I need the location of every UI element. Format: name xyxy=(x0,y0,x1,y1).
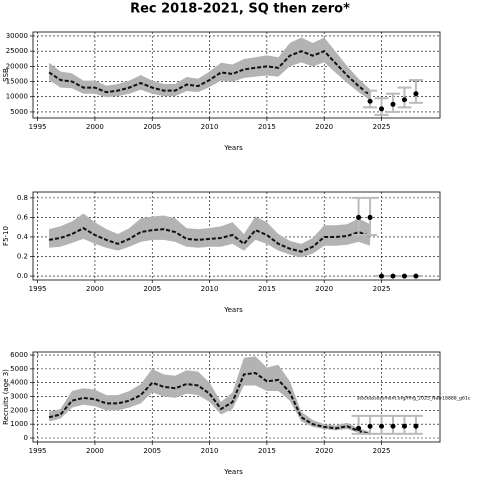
plot-frame xyxy=(32,351,441,443)
y-tick-label: 15000 xyxy=(6,78,28,86)
y-tick-label: 25000 xyxy=(6,47,28,55)
x-tick-label: 2000 xyxy=(86,123,104,131)
x-tick-label: 1995 xyxy=(29,285,47,293)
y-tick-label: 20000 xyxy=(6,62,28,70)
y-tick-label: 1000 xyxy=(10,420,28,428)
forecast-point xyxy=(356,214,362,220)
plot-frame xyxy=(32,191,441,281)
x-tick-label: 2005 xyxy=(143,123,161,131)
figure-title: Rec 2018-2021, SQ then zero* xyxy=(130,2,350,17)
x-tick-label: 2010 xyxy=(201,285,219,293)
y-tick-label: 0.0 xyxy=(17,272,28,280)
y-tick-label: 6000 xyxy=(10,351,28,359)
x-tick-label: 2000 xyxy=(86,447,104,455)
confidence-band xyxy=(49,213,371,258)
x-tick-label: 2020 xyxy=(315,123,333,131)
x-tick-label: 2010 xyxy=(201,447,219,455)
y-axis-label: SSB xyxy=(2,68,10,82)
confidence-band xyxy=(49,356,371,436)
forecast-point xyxy=(390,101,396,107)
estimate-line xyxy=(48,371,371,435)
annotation: stockassessment.org/fmg_2025_Natr18888_g… xyxy=(357,395,471,401)
forecast-point xyxy=(413,423,419,429)
y-tick-label: 0.4 xyxy=(17,233,29,241)
y-tick-label: 2000 xyxy=(10,406,28,414)
confidence-band xyxy=(49,37,371,101)
x-tick-label: 2020 xyxy=(315,447,333,455)
y-tick-label: 0 xyxy=(24,434,28,442)
x-axis-label: Years xyxy=(223,468,243,476)
y-tick-label: 10000 xyxy=(6,93,28,101)
forecast-point xyxy=(390,423,396,429)
forecast-point xyxy=(367,423,373,429)
x-tick-label: 2005 xyxy=(143,447,161,455)
x-tick-label: 2015 xyxy=(258,123,276,131)
y-tick-label: 5000 xyxy=(10,365,28,373)
forecast-point xyxy=(379,273,385,279)
forecast-point xyxy=(413,273,419,279)
x-tick-label: 2010 xyxy=(201,123,219,131)
forecast-point xyxy=(367,214,373,220)
forecast-point xyxy=(379,106,385,112)
y-tick-label: 0.6 xyxy=(17,213,29,221)
x-tick-label: 2000 xyxy=(86,285,104,293)
y-tick-label: 5000 xyxy=(10,108,28,116)
forecast-point xyxy=(379,423,385,429)
forecast-point xyxy=(401,273,407,279)
x-tick-label: 2005 xyxy=(143,285,161,293)
y-tick-label: 3000 xyxy=(10,393,28,401)
x-tick-label: 2025 xyxy=(373,123,391,131)
x-tick-label: 2025 xyxy=(373,285,391,293)
y-tick-label: 0.8 xyxy=(17,194,28,202)
forecast-point xyxy=(401,97,407,103)
x-axis-label: Years xyxy=(223,306,243,314)
forecast-point xyxy=(390,273,396,279)
x-tick-label: 1995 xyxy=(29,123,47,131)
y-tick-label: 4000 xyxy=(10,379,28,387)
forecast-point xyxy=(401,423,407,429)
x-tick-label: 1995 xyxy=(29,447,47,455)
y-axis-label: F5-10 xyxy=(2,226,10,246)
x-tick-label: 2020 xyxy=(315,285,333,293)
forecast-point xyxy=(356,425,362,431)
y-axis-label: Recruits (age 3) xyxy=(2,369,10,425)
estimate-line xyxy=(48,227,371,253)
x-tick-label: 2025 xyxy=(373,447,391,455)
x-tick-label: 2015 xyxy=(258,285,276,293)
x-tick-label: 2015 xyxy=(258,447,276,455)
y-tick-label: 0.2 xyxy=(17,253,28,261)
forecast-point xyxy=(367,98,373,104)
plot-frame xyxy=(32,31,441,119)
estimate-line xyxy=(48,49,371,96)
y-tick-label: 30000 xyxy=(6,32,28,40)
x-axis-label: Years xyxy=(223,144,243,152)
forecast-point xyxy=(413,91,419,97)
